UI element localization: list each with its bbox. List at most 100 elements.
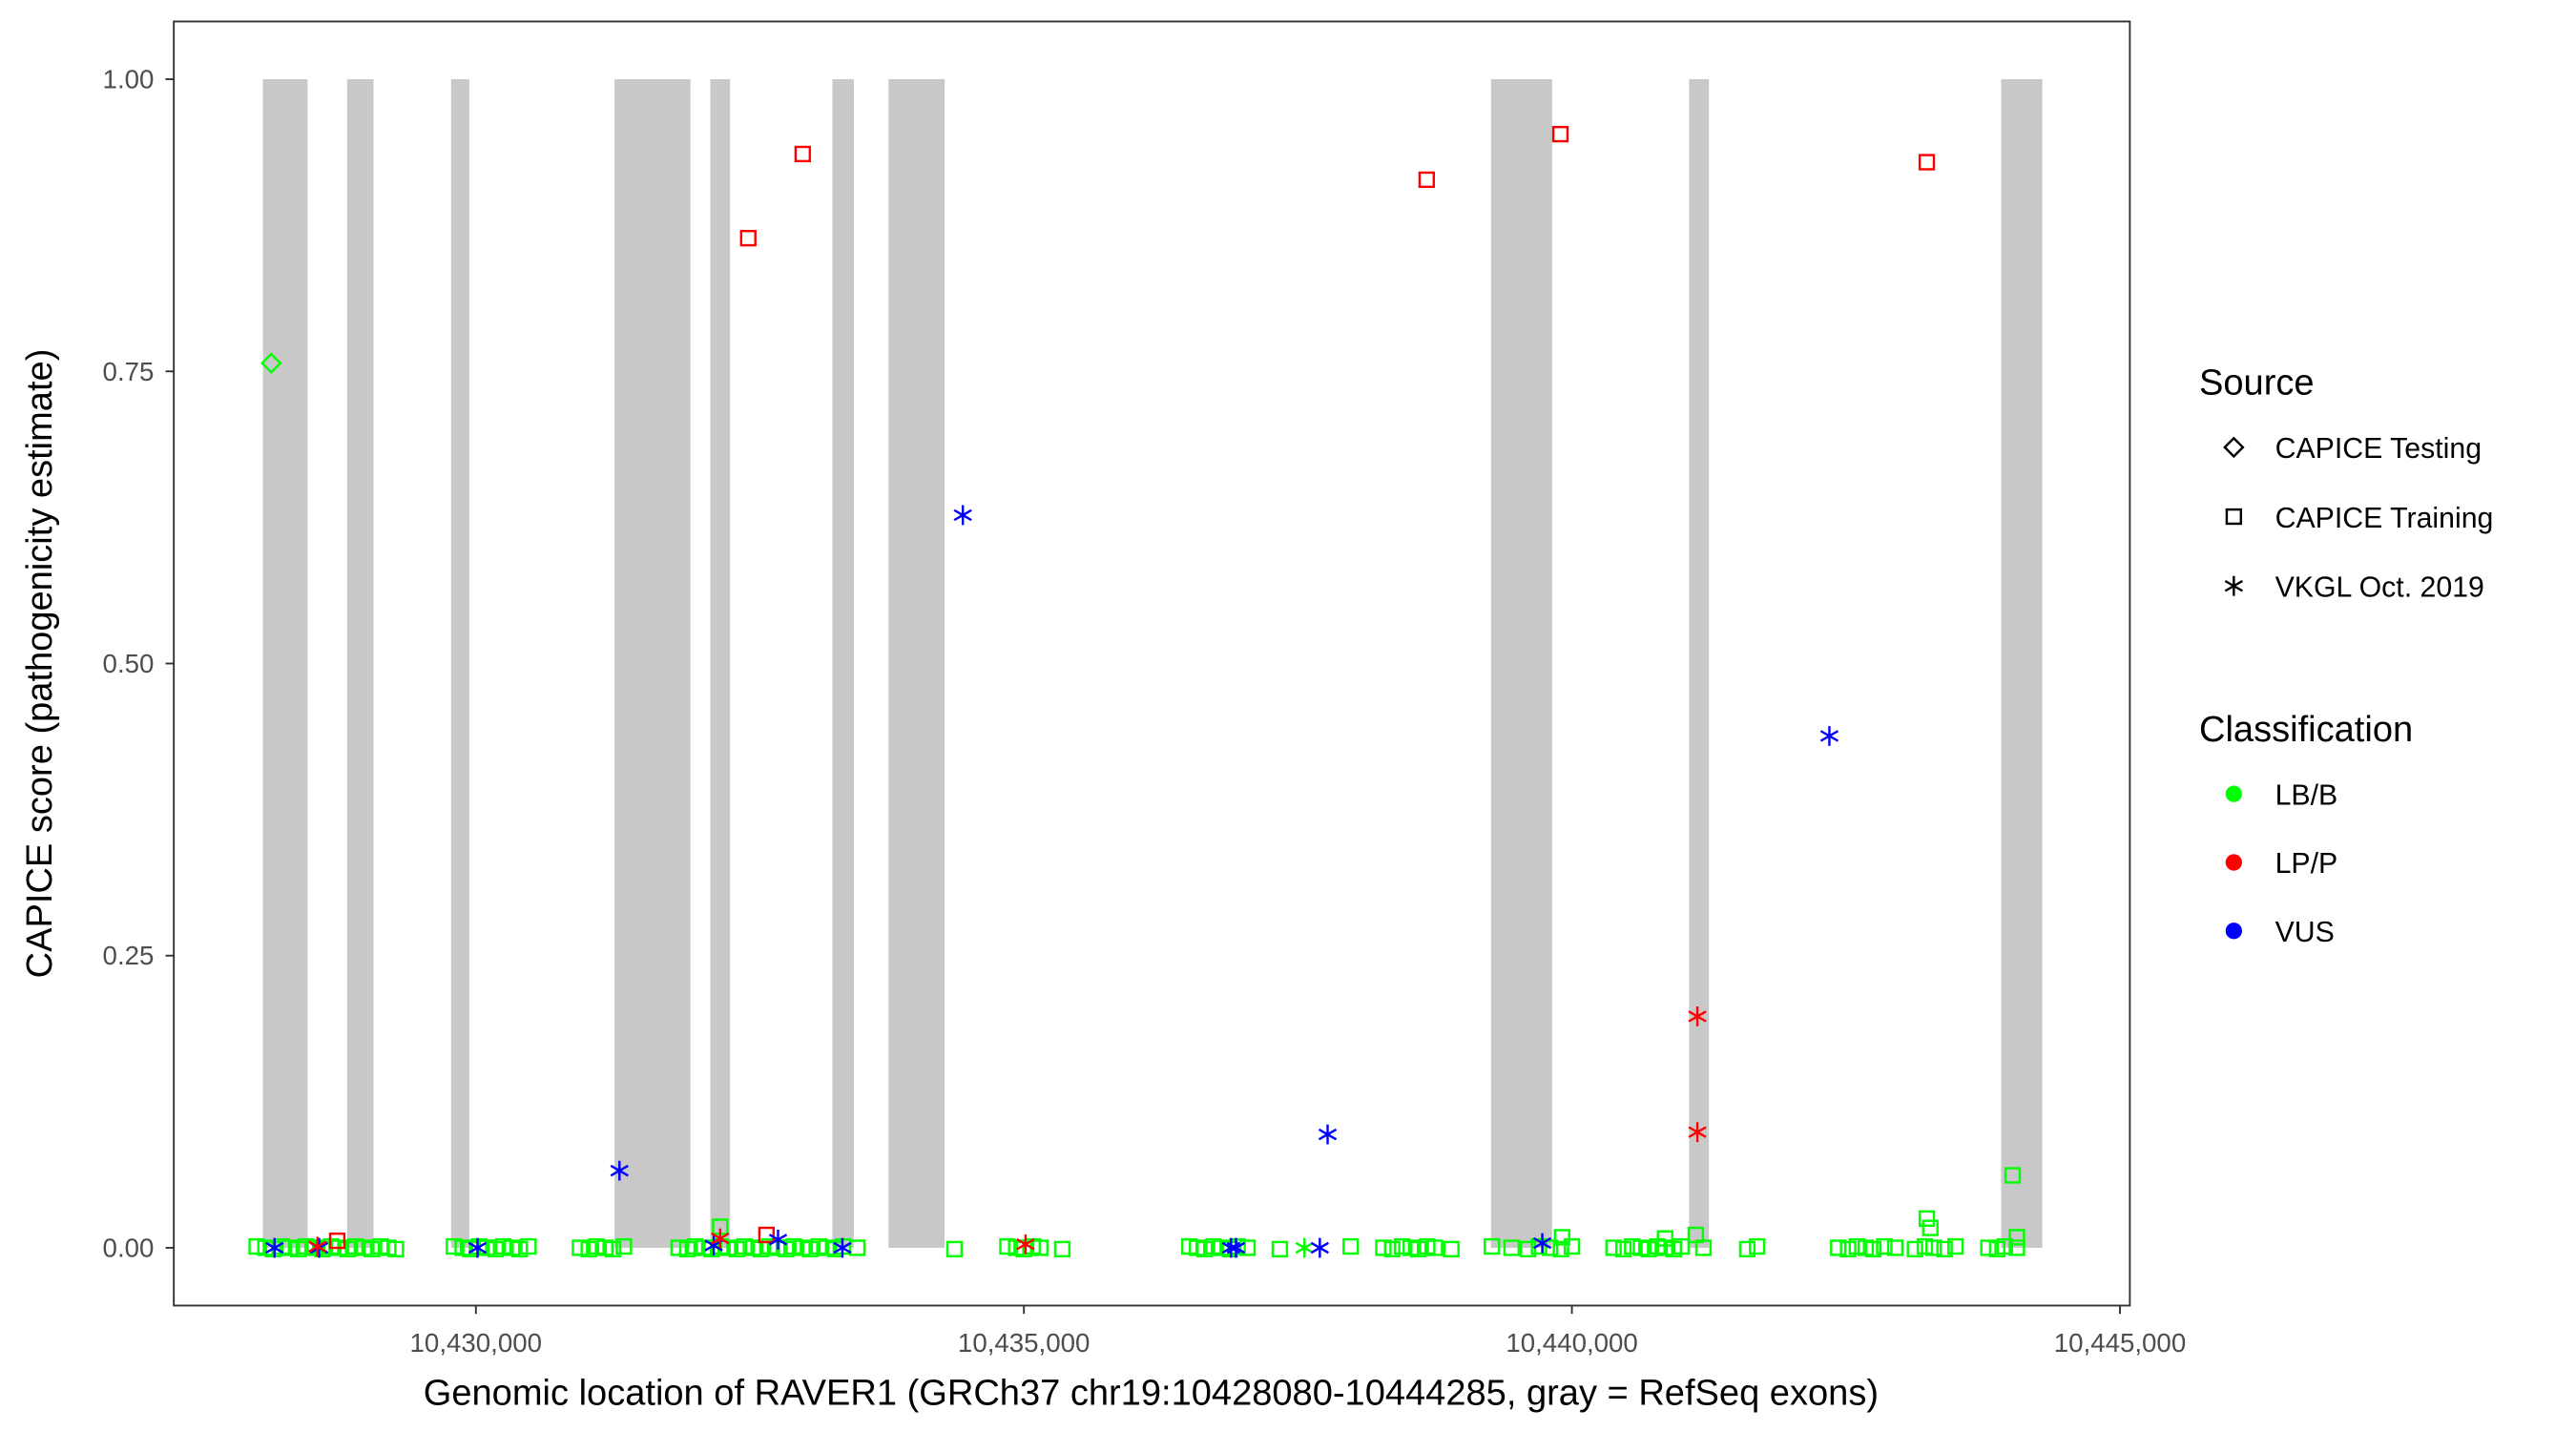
point-lbb-training [1864,1240,1882,1257]
point-lbb-training [280,1239,299,1256]
point-lbb-training [1383,1240,1401,1257]
point-lbb-training [511,1240,529,1257]
legend-key-dot-icon [2225,854,2242,871]
point-lbb-training [1830,1239,1847,1256]
exon-band [346,79,374,1248]
point-vkgl [467,1237,488,1258]
legend-class-label: LB/B [2275,779,2338,811]
exon-band [614,79,691,1248]
point-training [2008,1229,2025,1246]
point-lbb-training [346,1237,364,1255]
point-lbb-training [1848,1237,1865,1255]
point-lbb-training [686,1237,704,1255]
point-vkgl [1688,1006,1707,1027]
exon-band [262,79,308,1248]
point-vkgl [953,505,972,526]
point-lbb-training [1410,1240,1427,1257]
exon-bands [262,79,2043,1248]
y-axis: 0.00 0.25 0.50 0.75 1.00 [103,65,175,1262]
point-training [758,1226,775,1244]
point-lbb-training [1213,1239,1230,1256]
y-tick-label: 0.75 [103,357,155,386]
point-training [2004,1167,2022,1184]
point-training [1553,1229,1570,1246]
point-vkgl [768,1230,788,1250]
point-lbb-training [1624,1237,1641,1255]
legend-source-title: Source [2199,363,2315,403]
point-lbb-training [494,1237,512,1255]
point-vkgl [1226,1237,1246,1258]
point-lbb-training [1925,1239,1942,1256]
point-lbb-training [1342,1237,1360,1255]
point-lbb-training [1563,1237,1581,1255]
point-vkgl [1532,1233,1552,1254]
point-vkgl [1819,726,1839,746]
x-axis-title: Genomic location of RAVER1 (GRCh37 chr19… [424,1373,1879,1413]
point-training [1922,1219,1939,1236]
point-lbb-training [1053,1240,1071,1257]
point-vkgl [265,1237,284,1258]
legend-key-square-icon [2225,508,2242,526]
legend-key-dot-icon [2225,785,2242,802]
point-training [739,229,757,247]
point-training [1918,1210,1936,1227]
y-axis-title: CAPICE score (pathogenicity estimate) [20,349,60,979]
point-lbb-training [604,1240,622,1257]
point-vkgl [1016,1234,1035,1255]
point-lbb-training [615,1237,633,1255]
legend-class-label: VUS [2275,917,2335,948]
point-lbb-training [1947,1237,1964,1255]
point-lbb-training [736,1237,753,1255]
point-lbb-training [999,1237,1016,1255]
legend-source-label: VKGL Oct. 2019 [2275,571,2484,603]
legend-key-dot-icon [2225,923,2242,940]
point-lbb-training [1196,1240,1214,1257]
point-lbb-training [1393,1237,1411,1255]
point-lbb-training [1936,1240,1953,1257]
data-points [248,125,2025,1258]
point-lbb-training [1886,1239,1904,1256]
x-axis: 10,430,000 10,435,000 10,440,000 10,445,000 [410,1305,2186,1358]
point-lbb-training [1672,1237,1691,1255]
point-lbb-training [1996,1237,2013,1255]
exon-band [1490,79,1552,1248]
exon-band [832,79,855,1248]
exon-band [1689,79,1710,1248]
point-vkgl [711,1228,730,1249]
x-tick-label: 10,430,000 [410,1328,543,1358]
point-lbb-training [848,1239,866,1256]
point-lbb-training [264,1240,281,1257]
point-lbb-training [818,1239,836,1256]
legend-class-label: LP/P [2275,848,2338,880]
legend-key-diamond-icon [2223,436,2245,459]
point-training [1551,125,1569,143]
point-lbb-training [1503,1239,1521,1256]
point-lbb-training [670,1239,687,1256]
exon-band [710,79,731,1248]
y-tick-label: 0.00 [103,1233,155,1262]
y-tick-label: 0.50 [103,649,155,678]
point-lbb-training [364,1240,381,1257]
exon-band [450,79,469,1248]
point-vkgl [1688,1122,1707,1143]
y-tick-label: 1.00 [103,65,155,94]
point-lbb-training [785,1237,802,1255]
point-lbb-training [1876,1237,1893,1255]
point-vkgl [1310,1237,1329,1258]
y-tick-label: 0.25 [103,941,155,970]
legend-key-asterisk-icon [2224,575,2243,596]
legend: Source Classification CAPICE Testing CAPI… [2199,363,2493,948]
point-training [1687,1226,1705,1244]
point-lbb-training [298,1237,315,1255]
point-lbb-training [1839,1240,1857,1257]
point-lbb-training [446,1237,463,1255]
legend-source-label: CAPICE Training [2275,503,2494,534]
point-lbb-training [1484,1237,1501,1255]
point-training [1418,171,1436,189]
point-vkgl [1295,1237,1314,1258]
point-training [1656,1230,1673,1247]
point-training [328,1232,346,1250]
point-lbb-training [801,1240,819,1257]
point-lbb-training [588,1237,605,1255]
